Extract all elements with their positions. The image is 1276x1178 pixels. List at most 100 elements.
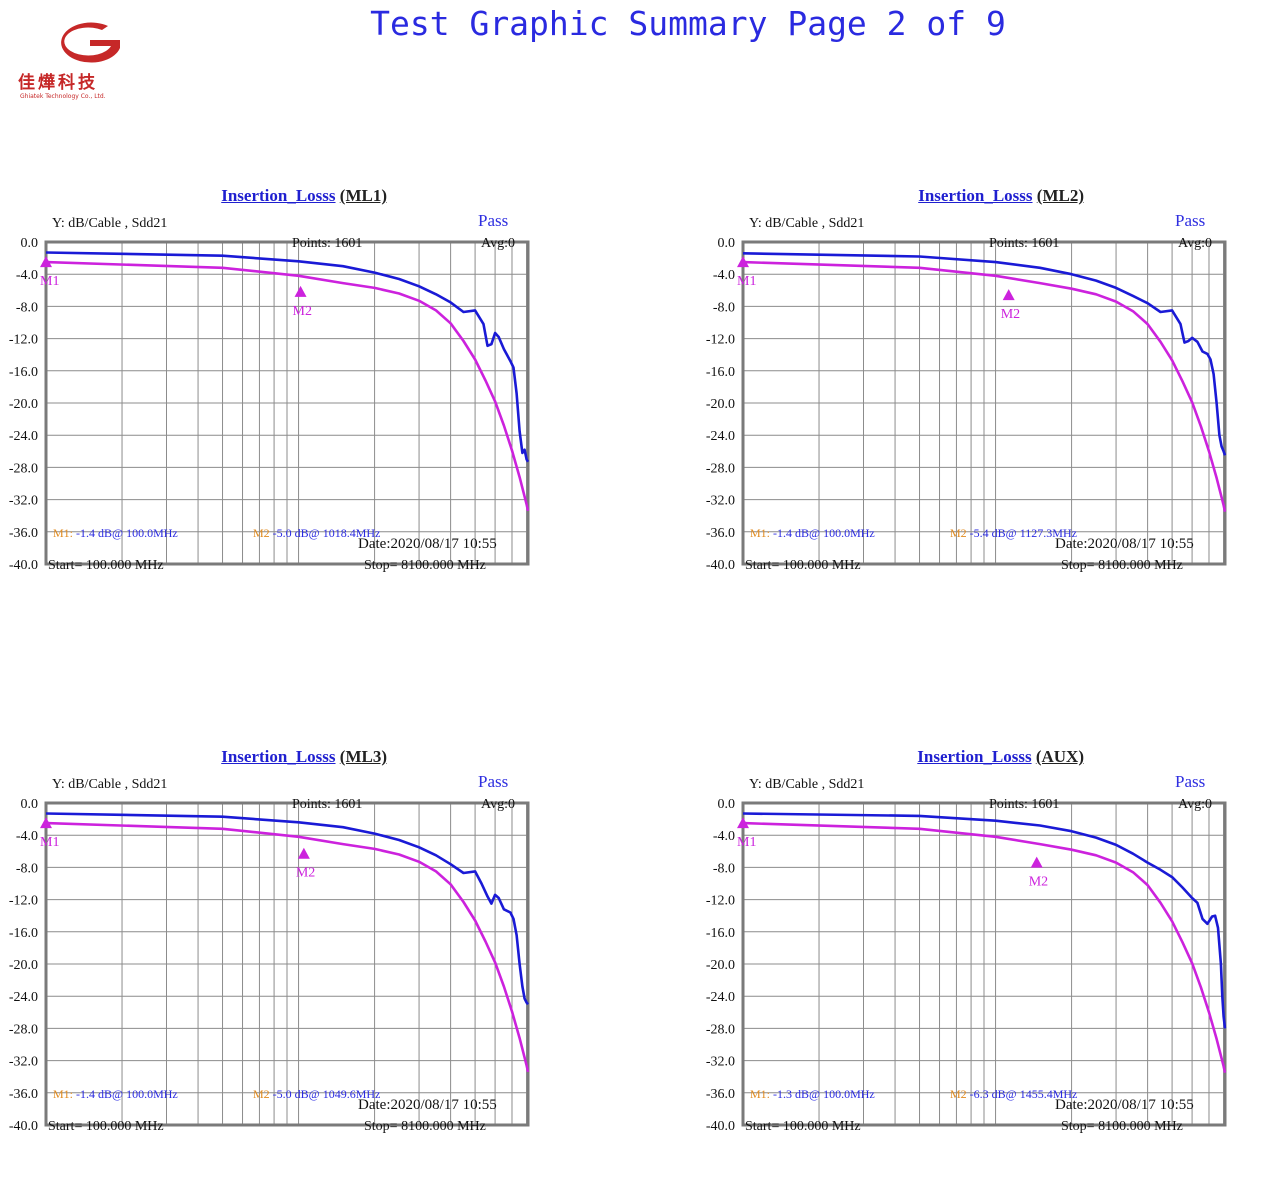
y-tick-label: -28.0 [706,461,735,476]
start-frequency: Start= 100.000 MHz [48,1119,164,1134]
marker-1-value: -1.3 dB@ 100.0MHz [773,1087,875,1101]
plot-frame [44,240,530,566]
y-tick-label: -36.0 [706,526,735,541]
marker-2-tag: M2 [253,1087,270,1101]
m1-marker-icon [40,817,52,829]
m1-marker-icon [40,256,52,268]
chart-title: Insertion_Losss (ML3) [0,747,387,767]
m2-marker-label: M2 [293,304,312,319]
y-tick-label: -4.0 [16,268,38,283]
logo-mark-icon [61,22,120,63]
page-title: Test Graphic Summary Page 2 of 9 [370,4,1006,43]
y-axis-label: Y: dB/Cable , Sdd21 [52,777,168,792]
y-tick-label: -28.0 [9,1022,38,1037]
start-frequency: Start= 100.000 MHz [745,558,861,573]
limit-trace [742,260,1227,512]
chart-title: Insertion_Losss (AUX) [697,747,1084,767]
marker-2-value: -6.3 dB@ 1455.4MHz [969,1087,1078,1101]
y-tick-label: -32.0 [706,1055,735,1070]
avg-label: Avg:0 [481,797,515,812]
marker-1-value: -1.4 dB@ 100.0MHz [76,1087,178,1101]
y-tick-label: 0.0 [21,797,39,812]
y-tick-label: -4.0 [16,829,38,844]
plot-frame [741,240,1227,566]
marker-1-value: -1.4 dB@ 100.0MHz [76,526,178,540]
points-label: Points: 1601 [989,236,1060,251]
logo-english-name: Ghiatek Technology Co., Ltd. [20,93,106,100]
start-frequency: Start= 100.000 MHz [745,1119,861,1134]
y-tick-label: -36.0 [9,526,38,541]
y-tick-label: 0.0 [718,797,736,812]
y-tick-label: -36.0 [706,1087,735,1102]
marker-1-readout: M1: -1.3 dB@ 100.0MHz [750,1087,875,1102]
chart-title-main: Insertion_Losss [221,186,336,205]
y-tick-label: 0.0 [21,236,39,251]
chart-svg: 0.0 -4.0 -8.0 -12.0 -16.0 -20.0 -24.0 -28.0 -32.… [9,797,530,1134]
marker-2-readout: M2 -6.3 dB@ 1455.4MHz [950,1087,1077,1102]
limit-trace [45,260,530,512]
y-tick-label: -40.0 [9,558,38,573]
chart-svg: 0.0 -4.0 -8.0 -12.0 -16.0 -20.0 -24.0 -28.0 -32.… [9,236,530,573]
chart-title-main: Insertion_Losss [918,186,1033,205]
marker-1-value: -1.4 dB@ 100.0MHz [773,526,875,540]
chart-title-main: Insertion_Losss [917,747,1032,766]
y-tick-label: -16.0 [9,926,38,941]
points-label: Points: 1601 [292,236,363,251]
y-tick-label: -8.0 [713,861,735,876]
avg-label: Avg:0 [1178,236,1212,251]
chart-title-suffix: (ML1) [339,186,387,205]
chart-panel-ml1: 0.0 -4.0 -8.0 -12.0 -16.0 -20.0 -24.0 -28.0 -32.… [0,186,540,596]
y-tick-label: -8.0 [16,300,38,315]
y-tick-label: -24.0 [9,990,38,1005]
y-tick-label: -8.0 [713,300,735,315]
m1-marker-label: M1 [737,274,756,289]
y-tick-label: -12.0 [9,333,38,348]
y-tick-label: -32.0 [706,494,735,509]
marker-1-tag: M1: [53,1087,74,1101]
m2-marker-label: M2 [1001,307,1020,322]
marker-1-readout: M1: -1.4 dB@ 100.0MHz [53,1087,178,1102]
limit-trace [45,821,530,1073]
m1-marker-label: M1 [40,274,59,289]
chart-panel-ml2: 0.0 -4.0 -8.0 -12.0 -16.0 -20.0 -24.0 -28.0 -32.… [697,186,1237,596]
marker-2-readout: M2 -5.0 dB@ 1049.6MHz [253,1087,380,1102]
chart-svg: 0.0 -4.0 -8.0 -12.0 -16.0 -20.0 -24.0 -28.0 -32.… [706,236,1227,573]
points-label: Points: 1601 [292,797,363,812]
measured-trace [45,812,530,1006]
y-tick-label: -40.0 [9,1119,38,1134]
pass-status: Pass [1175,211,1206,230]
marker-2-readout: M2 -5.0 dB@ 1018.4MHz [253,526,380,541]
y-tick-label: -20.0 [706,397,735,412]
y-axis-label: Y: dB/Cable , Sdd21 [749,216,865,231]
measured-trace [742,812,1227,1029]
chart-panel-ml3: 0.0 -4.0 -8.0 -12.0 -16.0 -20.0 -24.0 -28.0 -32.… [0,747,540,1157]
y-axis-label: Y: dB/Cable , Sdd21 [52,216,168,231]
y-tick-label: -24.0 [706,990,735,1005]
chart-svg: 0.0 -4.0 -8.0 -12.0 -16.0 -20.0 -24.0 -28.0 -32.… [706,797,1227,1134]
company-logo: 佳燁科技 Ghiatek Technology Co., Ltd. [8,8,178,100]
m1-marker-icon [737,256,749,268]
chart-title: Insertion_Losss (ML1) [0,186,387,206]
marker-1-tag: M1: [53,526,74,540]
y-tick-label: -20.0 [9,397,38,412]
chart-title: Insertion_Losss (ML2) [697,186,1084,206]
date-label: Date:2020/08/17 10:55 [358,536,497,552]
y-tick-label: -12.0 [706,894,735,909]
m2-marker-icon [1030,856,1043,868]
marker-2-tag: M2 [253,526,270,540]
start-frequency: Start= 100.000 MHz [48,558,164,573]
logo-chinese-name: 佳燁科技 [18,73,98,93]
plot-frame [44,801,530,1127]
y-tick-label: -4.0 [713,268,735,283]
m2-marker-label: M2 [1029,875,1048,890]
chart-title-main: Insertion_Losss [221,747,336,766]
y-axis-label: Y: dB/Cable , Sdd21 [749,777,865,792]
y-tick-label: -28.0 [706,1022,735,1037]
y-tick-label: -32.0 [9,494,38,509]
y-tick-label: -40.0 [706,1119,735,1134]
y-tick-label: -24.0 [706,429,735,444]
m2-marker-icon [1002,289,1015,301]
limit-trace [742,821,1227,1073]
marker-2-value: -5.4 dB@ 1127.3MHz [969,526,1077,540]
chart-title-suffix: (AUX) [1035,747,1084,766]
